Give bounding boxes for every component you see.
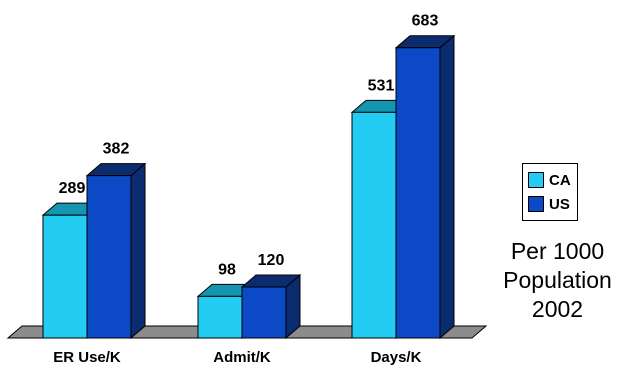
note-line-2: Population (503, 267, 612, 293)
bar-front-face (42, 214, 88, 339)
bar-front-face (241, 286, 287, 339)
category-label-0: ER Use/K (53, 349, 121, 366)
note-line-1: Per 1000 (510, 238, 605, 264)
legend-label-ca: CA (549, 171, 571, 189)
bar-side-face (439, 34, 455, 340)
chart-legend: CA US (522, 163, 578, 221)
bar-front-face (395, 47, 441, 339)
legend-label-us: US (549, 195, 570, 213)
data-label-us-2: 683 (412, 13, 439, 30)
bar-front-face (197, 295, 243, 339)
bar-side-face (130, 162, 146, 340)
bar-us-2 (394, 34, 456, 340)
bar-front-face (351, 111, 397, 339)
data-label-ca-1: 98 (218, 261, 236, 278)
bar-us-1 (240, 273, 302, 340)
category-label-2: Days/K (371, 349, 422, 366)
legend-item-ca: CA (528, 168, 571, 192)
data-label-us-0: 382 (103, 141, 130, 158)
category-label-1: Admit/K (213, 349, 271, 366)
population-note: Per 1000 Population 2002 (490, 237, 625, 324)
bar-us-0 (85, 162, 147, 340)
note-line-3: 2002 (531, 296, 584, 322)
bar-front-face (86, 175, 132, 339)
legend-swatch-ca (528, 172, 544, 188)
legend-item-us: US (528, 192, 571, 216)
data-label-ca-2: 531 (368, 77, 395, 94)
data-label-ca-0: 289 (59, 180, 86, 197)
data-label-us-1: 120 (258, 252, 285, 269)
legend-swatch-us (528, 196, 544, 212)
